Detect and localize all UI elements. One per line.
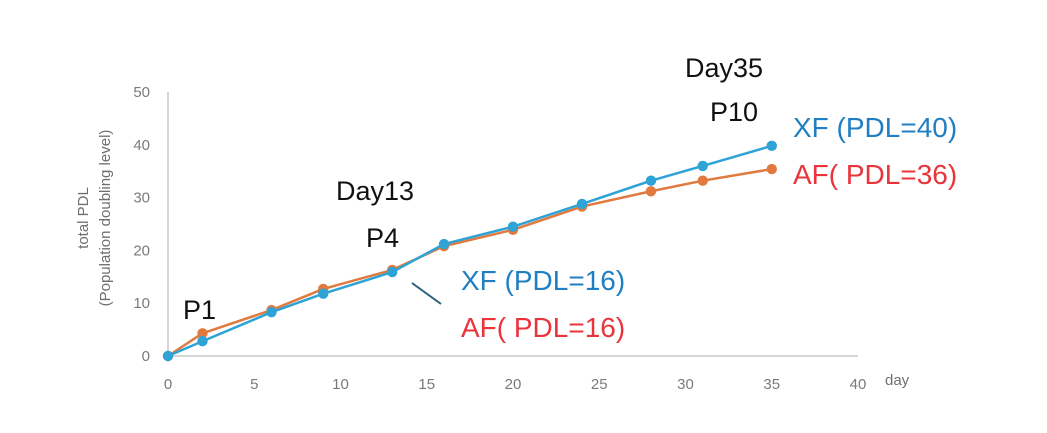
annotation-day13: Day13 (336, 176, 414, 206)
x-tick-label: 0 (164, 376, 172, 393)
annotation-p4: P4 (366, 223, 399, 253)
series-af-point (645, 186, 657, 197)
xf-pdl16-label: XF (PDL=16) (461, 265, 625, 296)
af-pdl36-label: AF( PDL=36) (793, 159, 957, 190)
series-xf-point (266, 306, 277, 318)
y-axis-label-line2: (Population doubling level) (97, 130, 114, 307)
series-xf-point (507, 221, 519, 232)
series-xf-point (197, 336, 208, 347)
annotation-p1: P1 (183, 295, 216, 325)
y-tick-label: 30 (133, 190, 150, 207)
x-tick-label: 15 (418, 376, 435, 393)
annotation-day35: Day35 (685, 53, 763, 83)
series-af-point (697, 175, 708, 186)
y-tick-labels: 0 10 20 30 40 50 (133, 84, 150, 365)
p4-pointer-line (411, 282, 442, 305)
series-xf-point (576, 198, 588, 210)
y-tick-label: 40 (133, 137, 150, 154)
x-tick-label: 40 (850, 376, 867, 393)
series-layer (162, 140, 777, 362)
y-tick-label: 0 (142, 348, 150, 365)
series-xf-point (318, 288, 329, 299)
x-tick-label: 30 (677, 376, 694, 393)
x-tick-label: 20 (505, 376, 522, 393)
x-tick-label: 35 (763, 376, 780, 393)
af-pdl16-label: AF( PDL=16) (461, 312, 625, 343)
series-xf (162, 140, 777, 362)
annotation-p10: P10 (710, 97, 758, 127)
x-tick-label: 10 (332, 376, 349, 393)
series-af-point (766, 163, 777, 175)
y-tick-label: 10 (133, 295, 150, 312)
series-xf-point (697, 160, 708, 172)
series-xf-point (162, 350, 174, 362)
y-tick-label: 50 (133, 84, 150, 101)
series-xf-point (766, 140, 777, 152)
x-tick-labels: 0 5 10 15 20 25 30 35 40 (164, 376, 867, 393)
series-xf-point (387, 266, 398, 278)
x-axis-label: day (885, 372, 910, 389)
y-tick-label: 20 (133, 242, 150, 259)
series-xf-point (645, 175, 657, 186)
y-axis-label-line1: total PDL (75, 187, 92, 249)
series-af-point (197, 328, 208, 339)
series-xf-point (438, 238, 450, 250)
xf-pdl40-label: XF (PDL=40) (793, 112, 957, 143)
axes (167, 92, 858, 357)
x-tick-label: 5 (250, 376, 258, 393)
x-tick-label: 25 (591, 376, 608, 393)
